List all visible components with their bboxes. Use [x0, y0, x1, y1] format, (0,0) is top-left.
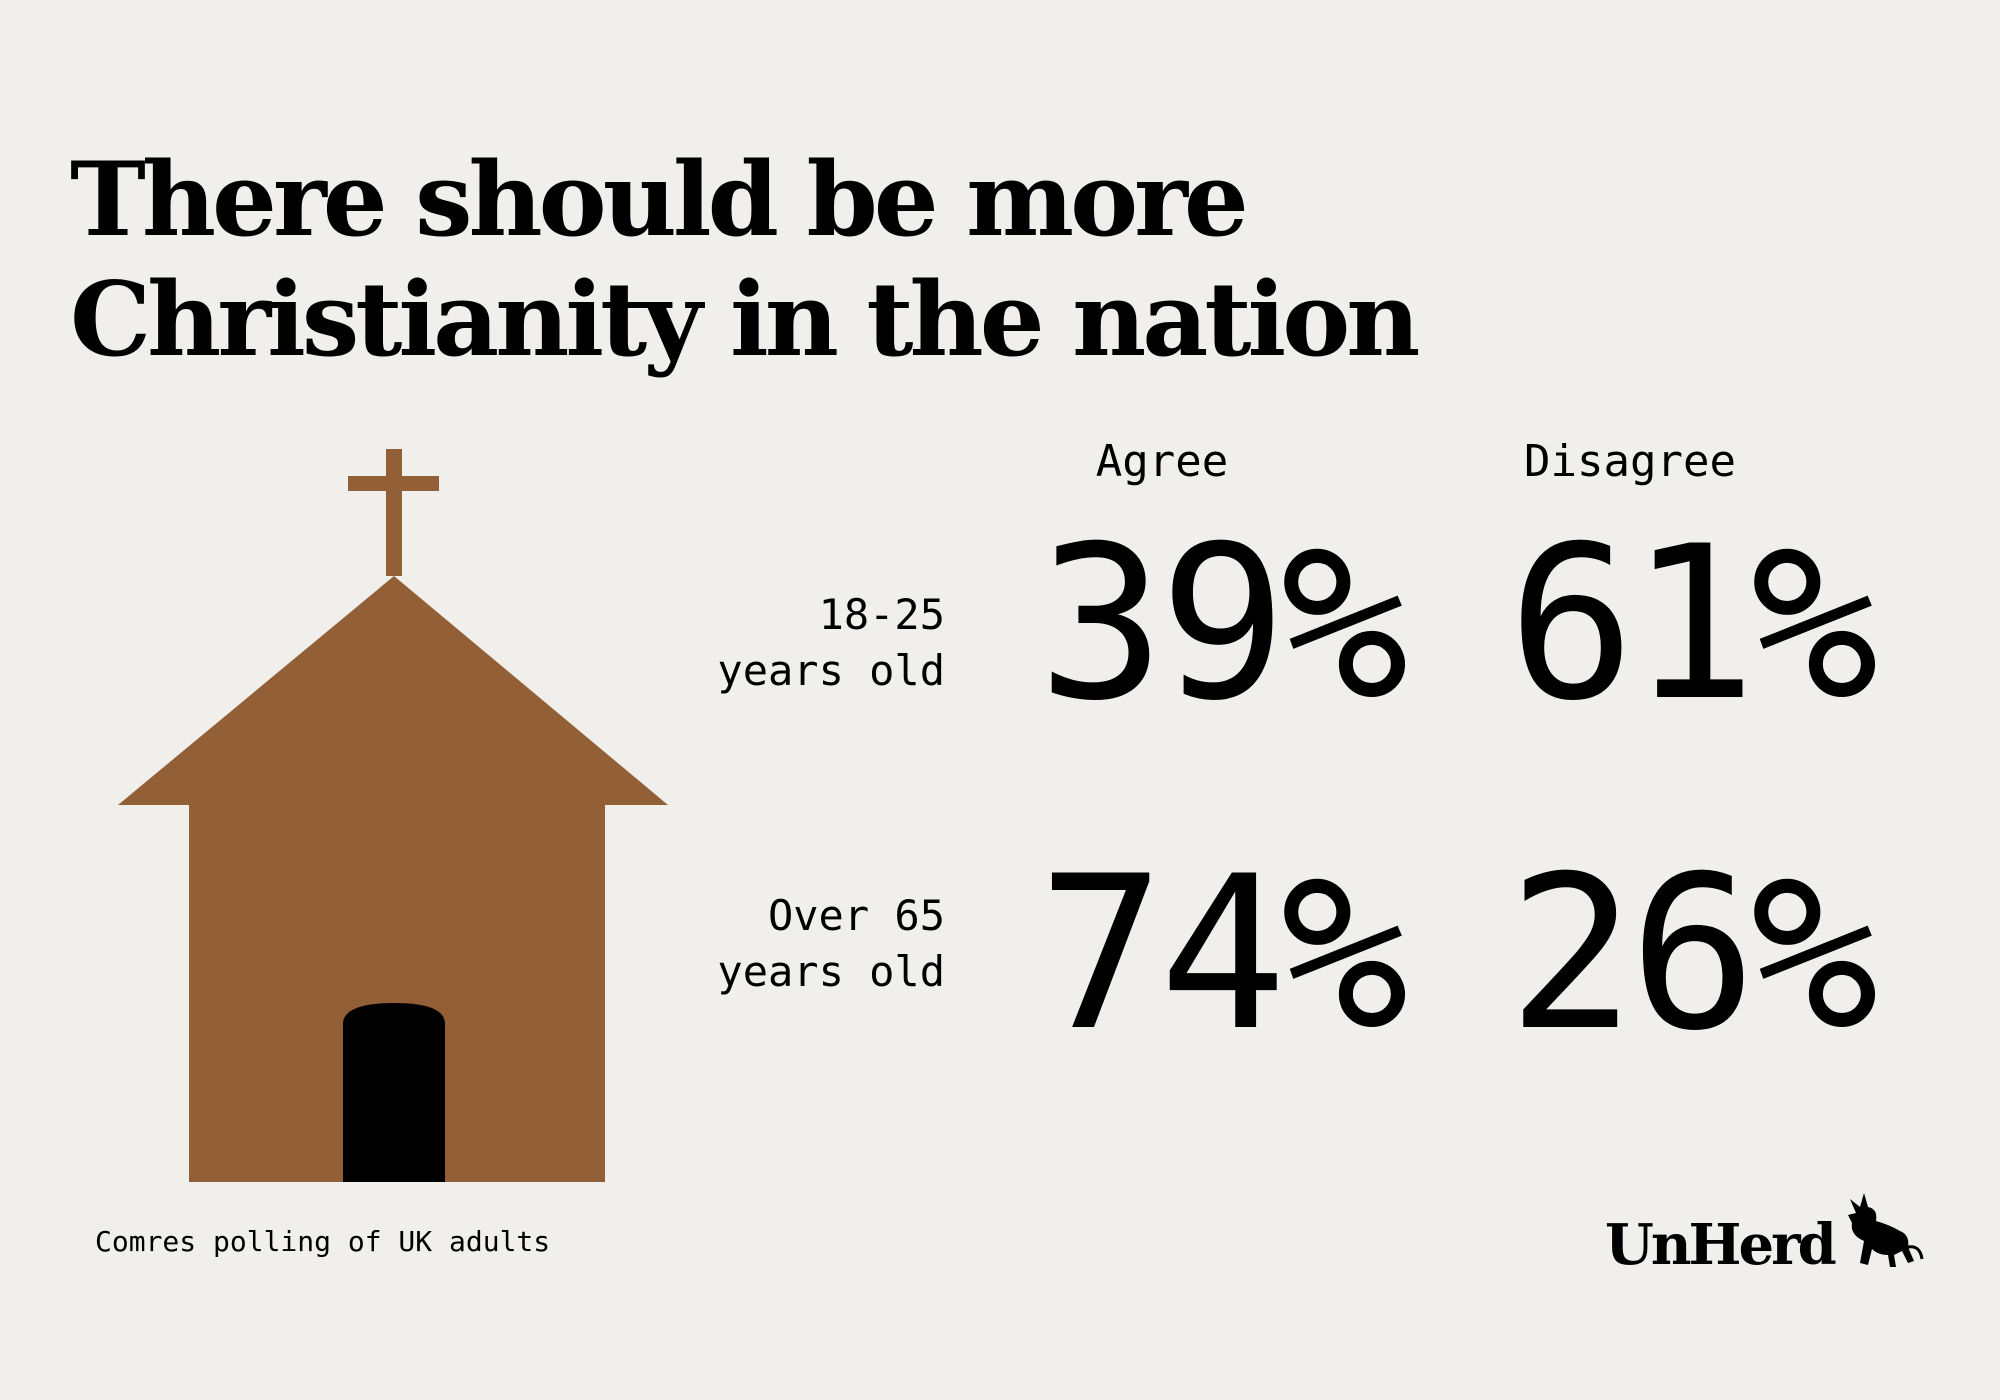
brand-logo: UnHerd [1605, 1185, 1925, 1275]
column-header-agree: Agree [1095, 436, 1229, 487]
row-label-line: Over 65 [767, 891, 945, 940]
source-note: Comres polling of UK adults [95, 1225, 551, 1258]
value-18-25-agree: 39% [1037, 500, 1409, 747]
church-door [343, 1003, 445, 1182]
cross-vertical [386, 449, 402, 576]
brand-wordmark: UnHerd [1605, 1212, 1837, 1278]
row-label-over-65: Over 65 years old [645, 888, 945, 1000]
page-title: There should be more Christianity in the… [70, 140, 1420, 380]
row-label-line: years old [717, 646, 945, 695]
row-label-18-25: 18-25 years old [645, 587, 945, 699]
column-header-disagree: Disagree [1524, 436, 1736, 487]
value-over-65-agree: 74% [1037, 830, 1409, 1077]
row-label-line: 18-25 [818, 590, 945, 639]
church-roof [118, 576, 668, 805]
cross-horizontal [348, 476, 439, 491]
church-illustration [118, 449, 668, 1182]
goat-icon [1848, 1193, 1924, 1267]
row-label-line: years old [717, 947, 945, 996]
value-over-65-disagree: 26% [1507, 830, 1879, 1077]
value-18-25-disagree: 61% [1507, 500, 1879, 747]
